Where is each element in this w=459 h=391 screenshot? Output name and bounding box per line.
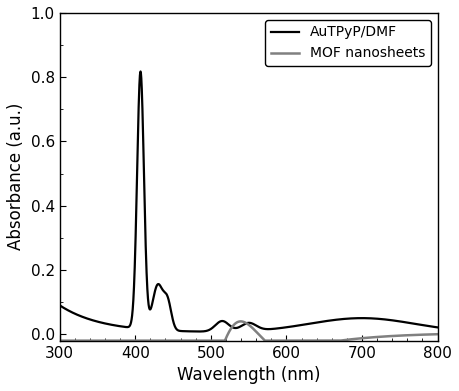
AuTPyP/DMF <box>138 69 143 74</box>
Y-axis label: Absorbance (a.u.): Absorbance (a.u.) <box>7 103 25 251</box>
AuTPyP/DMF <box>123 325 128 329</box>
MOF nanosheets <box>238 319 243 324</box>
AuTPyP/DMF <box>57 303 62 308</box>
AuTPyP/DMF <box>435 325 440 330</box>
MOF nanosheets <box>100 338 106 343</box>
Line: AuTPyP/DMF: AuTPyP/DMF <box>60 72 437 332</box>
AuTPyP/DMF <box>428 324 433 329</box>
AuTPyP/DMF <box>100 321 106 325</box>
MOF nanosheets <box>123 338 128 343</box>
MOF nanosheets <box>435 332 440 337</box>
MOF nanosheets <box>202 338 207 343</box>
MOF nanosheets <box>57 338 62 343</box>
AuTPyP/DMF <box>196 329 202 334</box>
AuTPyP/DMF <box>202 329 207 334</box>
X-axis label: Wavelength (nm): Wavelength (nm) <box>177 366 320 384</box>
MOF nanosheets <box>218 338 224 343</box>
AuTPyP/DMF <box>218 319 224 323</box>
Legend: AuTPyP/DMF, MOF nanosheets: AuTPyP/DMF, MOF nanosheets <box>265 20 431 66</box>
Line: MOF nanosheets: MOF nanosheets <box>60 321 437 341</box>
MOF nanosheets <box>427 332 433 337</box>
AuTPyP/DMF <box>387 317 392 322</box>
MOF nanosheets <box>387 334 392 339</box>
